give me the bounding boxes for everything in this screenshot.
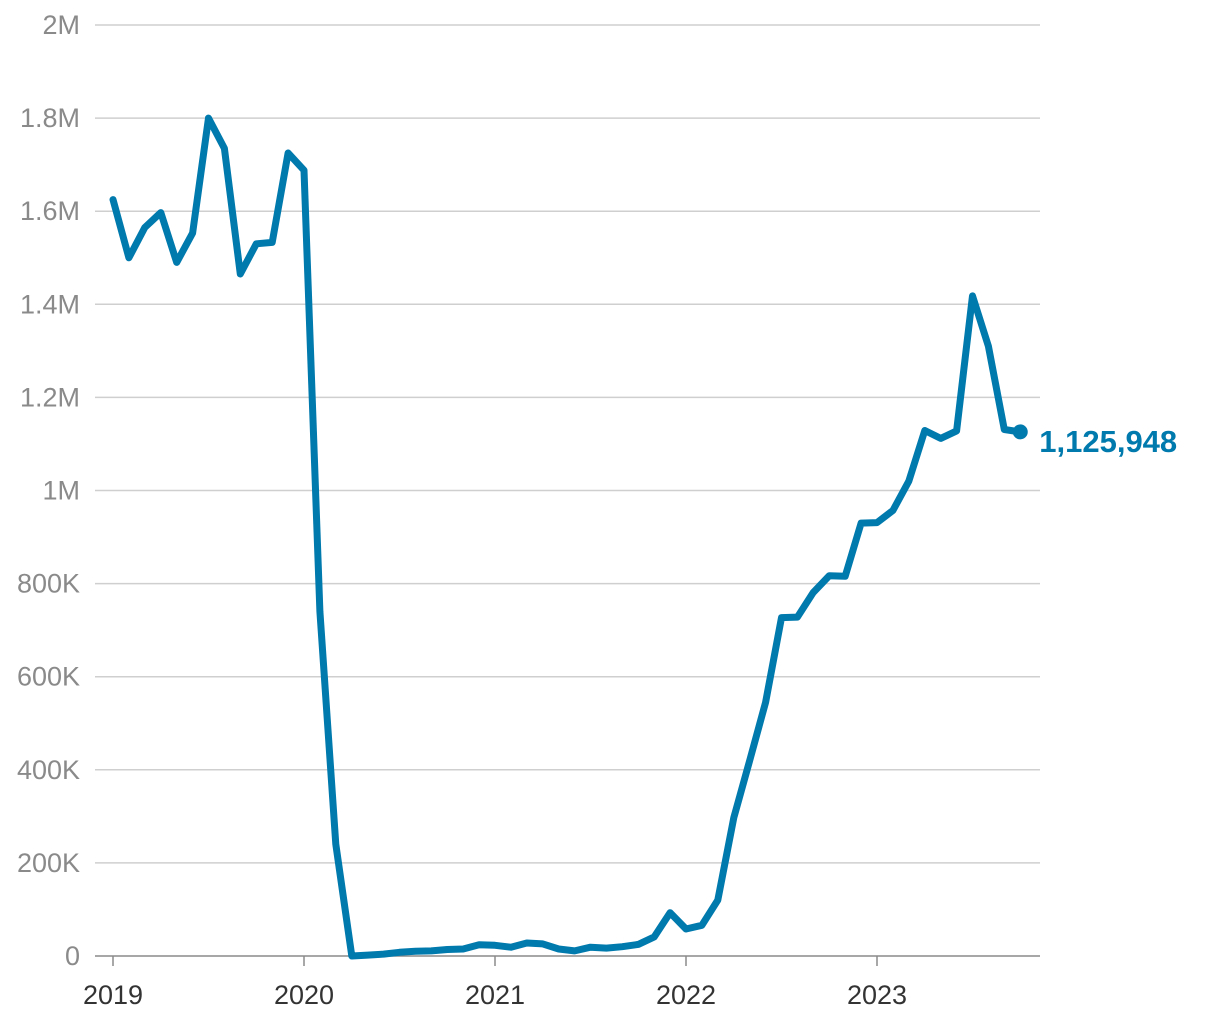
y-tick-label: 1.4M	[20, 289, 80, 319]
y-tick-label: 2M	[42, 10, 80, 40]
y-tick-label: 1.2M	[20, 382, 80, 412]
y-axis: 0 200K 400K 600K 800K 1M 1.2M 1.4M 1.6M 1.8M 2M	[17, 10, 80, 971]
x-tick-label: 2022	[656, 980, 716, 1010]
end-point-marker	[1012, 424, 1028, 440]
y-tick-label: 0	[65, 941, 80, 971]
y-tick-label: 200K	[17, 848, 80, 878]
y-tick-label: 600K	[17, 662, 80, 692]
x-axis: 2019 2020 2021 2022 2023	[83, 955, 1040, 1010]
y-tick-label: 800K	[17, 569, 80, 599]
x-tick-label: 2023	[847, 980, 907, 1010]
y-tick-label: 400K	[17, 755, 80, 785]
x-tick-label: 2020	[274, 980, 334, 1010]
y-tick-label: 1M	[42, 476, 80, 506]
y-tick-label: 1.6M	[20, 196, 80, 226]
x-tick-label: 2021	[465, 980, 525, 1010]
y-tick-label: 1.8M	[20, 103, 80, 133]
series: 1,125,948	[109, 114, 1177, 960]
gridlines	[95, 24, 1040, 864]
series-line	[109, 114, 1024, 960]
end-value-label: 1,125,948	[1039, 424, 1177, 459]
x-tick-label: 2019	[83, 980, 143, 1010]
